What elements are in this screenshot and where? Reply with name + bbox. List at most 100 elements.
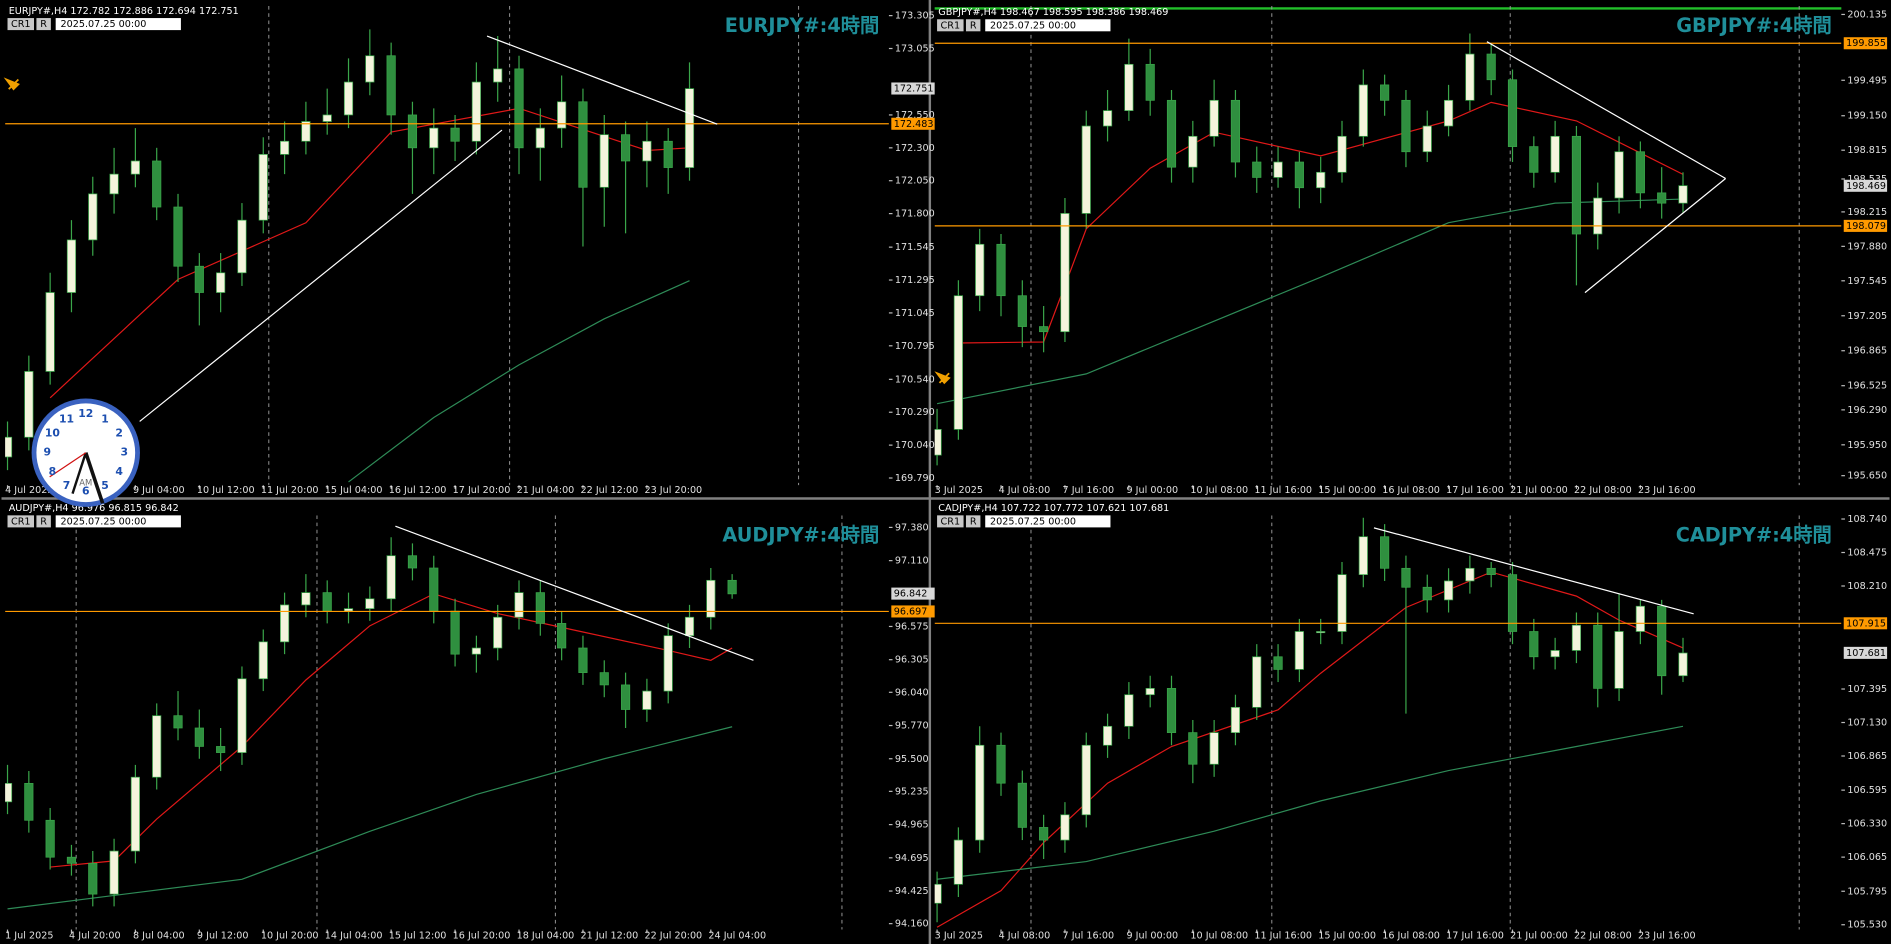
candle-body	[1443, 580, 1454, 601]
x-tick-label: 21 Jul 12:00	[581, 931, 639, 942]
y-tick-label: 173.055	[895, 44, 935, 55]
candle-body	[996, 243, 1006, 297]
y-tick-label: 107.130	[1847, 718, 1887, 729]
candle-body	[66, 856, 77, 864]
candle-body	[493, 68, 503, 83]
tag: R	[970, 20, 977, 31]
x-tick-label: 3 Jul 2025	[935, 485, 983, 496]
tag: CR1	[11, 516, 31, 527]
charts: 173.305 173.055 172.550 172.300 172.050 171.8…	[5, 6, 1888, 942]
tag: CR1	[941, 20, 961, 31]
candle-body	[1124, 694, 1134, 727]
tag: CR1	[941, 516, 961, 527]
chart-title: GBPJPY#:4時間	[1676, 14, 1832, 37]
x-tick-label: 22 Jul 20:00	[644, 931, 702, 942]
y-tick-label: 105.795	[1847, 886, 1887, 897]
clock-numeral: 2	[115, 426, 123, 439]
level-label: 198.079	[1846, 221, 1886, 232]
candle-body	[1209, 99, 1219, 137]
y-tick-label: 196.525	[1847, 381, 1887, 392]
tag-bg	[965, 19, 981, 32]
candle-body	[407, 114, 418, 149]
candle-body	[216, 272, 226, 293]
x-tick-label: 7 Jul 16:00	[1063, 485, 1115, 496]
y-tick-label: 94.965	[895, 820, 929, 831]
clock-numeral: 11	[59, 412, 74, 425]
candle-body	[365, 55, 375, 83]
y-tick-label: 105.530	[1847, 920, 1887, 931]
y-tick-label: 196.290	[1847, 405, 1887, 416]
tag-bg	[36, 515, 51, 528]
plot-area	[5, 6, 889, 486]
x-tick-label: 4 Jul 20:00	[69, 931, 121, 942]
y-tick-label: 172.550	[895, 110, 935, 121]
moving-average	[937, 725, 1684, 880]
y-tick-label: 173.305	[895, 11, 935, 22]
candle-body	[535, 127, 545, 149]
x-tick-label: 15 Jul 00:00	[1318, 485, 1376, 496]
candle-body	[1380, 536, 1390, 569]
candle-body	[1571, 135, 1582, 235]
x-tick-label: 16 Jul 20:00	[453, 931, 511, 942]
candle-body	[1230, 706, 1241, 733]
candle-body	[88, 862, 98, 895]
candle-body	[194, 727, 204, 747]
candle-body	[1486, 567, 1496, 575]
candle-body	[365, 598, 375, 609]
last-price-bg	[891, 82, 935, 95]
clock-meridiem: AM	[79, 477, 92, 487]
moving-average	[936, 571, 1684, 928]
candle-body	[557, 101, 567, 129]
level-label-bg	[891, 117, 935, 130]
candle-body	[1678, 652, 1688, 677]
candle-body	[1252, 161, 1262, 178]
tag: CR1	[11, 19, 31, 30]
moving-average	[348, 280, 690, 483]
candle-body	[934, 883, 942, 904]
clock-numeral: 5	[101, 479, 109, 492]
x-tick-label: 16 Jul 12:00	[389, 485, 447, 496]
chart-header: CADJPY#,H4 107.722 107.772 107.621 107.6…	[938, 503, 1169, 514]
chart-title: AUDJPY#:4時間	[722, 523, 879, 546]
level-label: 199.855	[1846, 38, 1886, 49]
tag-bg	[36, 18, 51, 31]
date: 2025.07.25 00:00	[990, 20, 1076, 31]
candle-body	[1507, 79, 1518, 147]
candle-body	[1145, 63, 1155, 101]
candle-body	[343, 81, 354, 116]
tag: R	[970, 516, 977, 527]
candle-body	[5, 783, 13, 803]
x-tick-label: 3 Jul 2025	[935, 931, 983, 942]
x-tick-label: 9 Jul 12:00	[197, 931, 249, 942]
candle-body	[1124, 63, 1134, 111]
candle-body	[301, 592, 311, 606]
candle-body	[1060, 814, 1070, 841]
x-tick-label: 15 Jul 12:00	[389, 931, 447, 942]
y-tick-label: 199.150	[1847, 111, 1887, 122]
y-tick-label: 197.880	[1847, 241, 1887, 252]
candle-body	[471, 647, 481, 655]
clock-hour-hand	[84, 452, 105, 504]
x-tick-label: 9 Jul 04:00	[133, 485, 185, 496]
candle-body	[280, 604, 290, 643]
candle-body	[1380, 84, 1390, 101]
clock-numeral: 9	[43, 446, 51, 459]
y-tick-label: 95.500	[895, 754, 929, 765]
x-tick-label: 10 Jul 08:00	[1190, 485, 1248, 496]
candle-body	[280, 140, 290, 155]
level-label-bg	[1843, 219, 1888, 232]
x-tick-label: 11 Jul 16:00	[1254, 485, 1312, 496]
candle-body	[386, 555, 396, 600]
candle-body	[975, 744, 985, 841]
candle-body	[514, 592, 524, 618]
candle-body	[1657, 605, 1667, 677]
clock-numeral: 10	[45, 426, 61, 439]
x-tick-label: 22 Jul 08:00	[1574, 931, 1632, 942]
y-tick-label: 95.770	[895, 721, 929, 732]
candle-body	[1188, 732, 1198, 765]
candle-body	[493, 616, 503, 649]
candle-body	[1145, 688, 1155, 696]
tag-bg	[7, 515, 35, 528]
candle-body	[1507, 574, 1518, 632]
y-tick-label: 97.380	[895, 522, 929, 533]
